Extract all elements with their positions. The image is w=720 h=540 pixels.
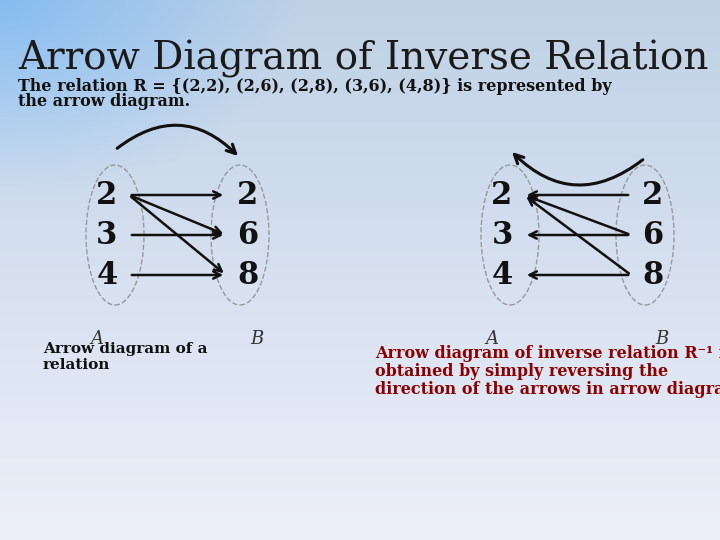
Text: Arrow diagram of inverse relation R⁻¹ is: Arrow diagram of inverse relation R⁻¹ is (375, 345, 720, 362)
Text: A: A (485, 330, 498, 348)
Text: B: B (250, 330, 264, 348)
Text: Arrow Diagram of Inverse Relation: Arrow Diagram of Inverse Relation (18, 40, 708, 78)
Text: 3: 3 (491, 219, 513, 251)
Text: 8: 8 (238, 260, 258, 291)
Text: 4: 4 (96, 260, 117, 291)
Text: 2: 2 (491, 179, 513, 211)
Text: 4: 4 (491, 260, 513, 291)
Text: direction of the arrows in arrow diagram: direction of the arrows in arrow diagram (375, 381, 720, 398)
Text: 2: 2 (238, 179, 258, 211)
Text: 3: 3 (96, 219, 117, 251)
Text: 8: 8 (642, 260, 664, 291)
Text: The relation R = {(2,2), (2,6), (2,8), (3,6), (4,8)} is represented by: The relation R = {(2,2), (2,6), (2,8), (… (18, 78, 611, 95)
Text: A: A (90, 330, 103, 348)
Text: the arrow diagram.: the arrow diagram. (18, 93, 190, 110)
Text: 6: 6 (238, 219, 258, 251)
Text: 2: 2 (96, 179, 117, 211)
Text: 6: 6 (642, 219, 664, 251)
Text: B: B (655, 330, 668, 348)
Text: obtained by simply reversing the: obtained by simply reversing the (375, 363, 668, 380)
Text: Arrow diagram of a
relation: Arrow diagram of a relation (42, 342, 207, 372)
Text: 2: 2 (642, 179, 664, 211)
